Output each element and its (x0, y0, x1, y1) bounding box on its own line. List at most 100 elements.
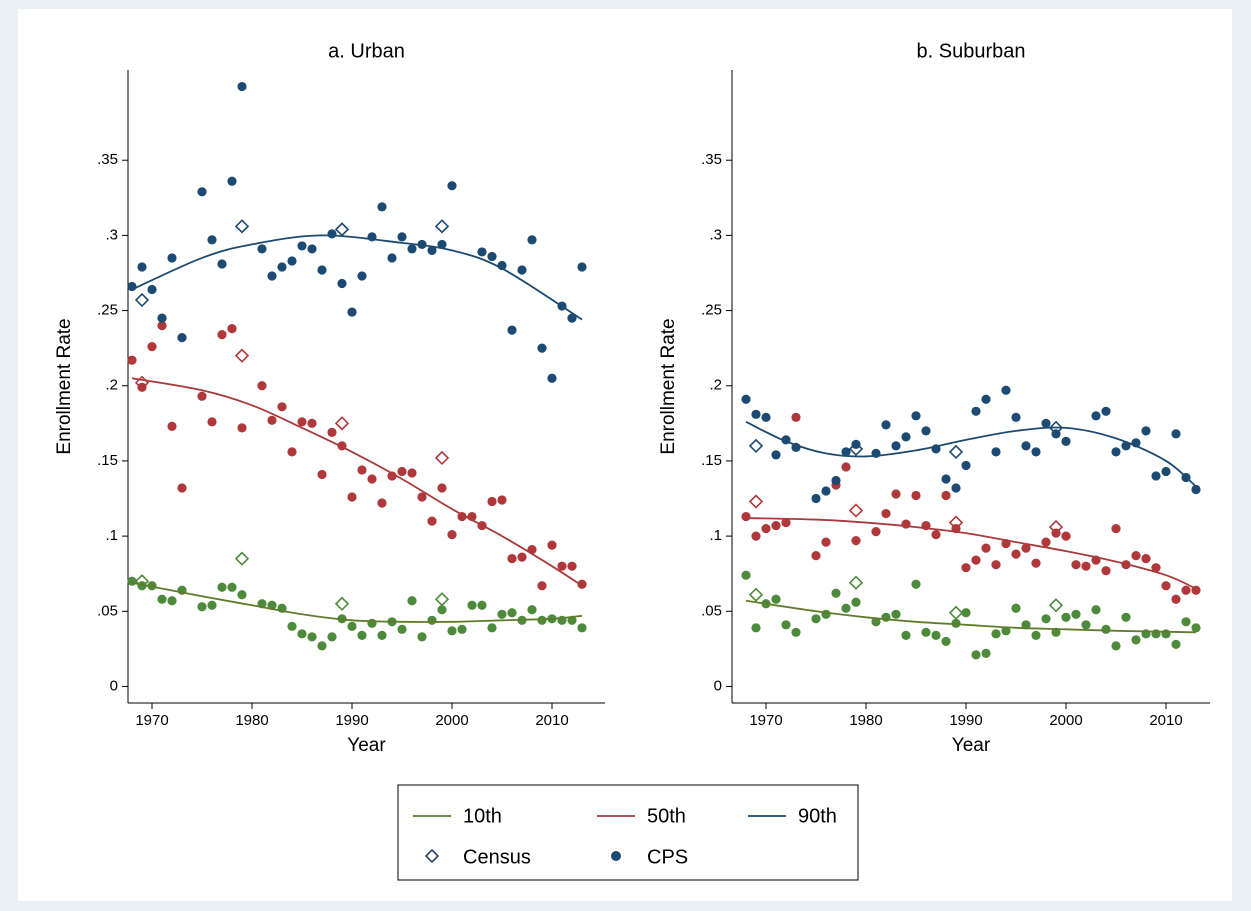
cps-point (981, 543, 991, 553)
cps-point (227, 582, 237, 592)
cps-point (417, 492, 427, 502)
cps-point (921, 627, 931, 637)
cps-point (851, 439, 861, 449)
cps-point (781, 620, 791, 630)
cps-point (127, 281, 137, 292)
cps-point (971, 555, 981, 565)
x-tick-label: 1980 (849, 712, 882, 729)
cps-point (277, 402, 287, 412)
cps-point (841, 603, 851, 613)
cps-point (557, 561, 567, 571)
y-tick-label: .3 (105, 226, 118, 243)
cps-point (547, 373, 557, 383)
cps-point (971, 650, 981, 660)
cps-point (851, 597, 861, 607)
cps-point (197, 187, 207, 197)
cps-point (741, 511, 751, 522)
cps-point (1061, 531, 1071, 541)
cps-point (851, 536, 861, 546)
cps-point (147, 342, 157, 352)
cps-point (527, 235, 537, 245)
cps-point (317, 641, 327, 651)
cps-point (941, 474, 951, 484)
cps-point (1021, 543, 1031, 553)
cps-point (327, 229, 337, 239)
cps-point (217, 330, 227, 340)
fit-line (131, 234, 583, 321)
cps-point (1191, 484, 1201, 495)
cps-point (297, 241, 307, 251)
cps-point (1041, 418, 1051, 428)
cps-point (1181, 585, 1191, 595)
cps-point (127, 355, 137, 365)
cps-point (517, 265, 527, 275)
census-point (134, 574, 150, 589)
y-axis-label: Enrollment Rate (54, 318, 75, 454)
census-point (948, 444, 964, 460)
cps-point (577, 262, 587, 272)
y-tick-label: .1 (105, 527, 118, 544)
cps-point (377, 630, 387, 640)
cps-point (397, 624, 407, 634)
cps-point (227, 324, 237, 334)
cps-point (367, 474, 377, 484)
cps-point (237, 81, 247, 92)
fit-line (745, 599, 1197, 634)
cps-point (177, 333, 187, 343)
cps-point (811, 551, 821, 561)
cps-point (911, 579, 921, 589)
cps-point (497, 609, 507, 619)
cps-point (1111, 641, 1121, 651)
cps-point (1171, 429, 1181, 439)
cps-point (981, 394, 991, 404)
cps-point (1111, 447, 1121, 457)
cps-point (751, 531, 761, 541)
cps-point (981, 648, 991, 658)
cps-point (1031, 447, 1041, 457)
census-point (234, 219, 250, 234)
cps-point (941, 636, 951, 646)
cps-point (771, 594, 781, 604)
y-tick-label: .35 (701, 151, 722, 168)
cps-point (1141, 554, 1151, 564)
cps-point (307, 244, 317, 254)
cps-point (961, 608, 971, 618)
census-point (848, 503, 864, 518)
cps-point (1191, 623, 1201, 633)
y-tick-label: 0 (714, 677, 722, 694)
cps-point (821, 609, 831, 619)
cps-point (287, 621, 297, 631)
cps-point (277, 262, 287, 272)
census-point (434, 592, 450, 607)
cps-point (517, 552, 527, 562)
cps-point (961, 460, 971, 471)
census-point (848, 575, 864, 590)
cps-point (537, 615, 547, 625)
cps-point (267, 271, 277, 281)
cps-point (881, 420, 891, 430)
y-tick-label: .05 (701, 602, 722, 619)
cps-point (1041, 614, 1051, 624)
cps-point (487, 251, 497, 262)
cps-point (547, 540, 557, 550)
cps-point (377, 202, 387, 212)
x-axis-label: Year (952, 735, 991, 756)
cps-point (577, 579, 587, 589)
cps-point (437, 605, 447, 615)
cps-point (761, 523, 771, 534)
cps-point (1001, 385, 1011, 395)
cps-point (901, 519, 911, 529)
cps-point (901, 432, 911, 442)
cps-point (821, 486, 831, 496)
cps-point (1021, 620, 1031, 630)
cps-point (1161, 466, 1171, 477)
cps-point (1101, 566, 1111, 576)
census-point (748, 587, 764, 602)
cps-point (811, 493, 821, 504)
cps-point (227, 176, 237, 186)
y-tick-label: .35 (97, 151, 118, 168)
cps-point (891, 441, 901, 451)
cps-point (821, 537, 831, 547)
cps-point (397, 466, 407, 477)
